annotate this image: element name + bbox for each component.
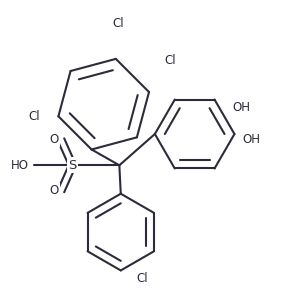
- Text: O: O: [49, 133, 59, 146]
- Text: S: S: [68, 159, 77, 172]
- Text: HO: HO: [10, 159, 28, 172]
- Text: Cl: Cl: [28, 110, 40, 124]
- Text: Cl: Cl: [112, 17, 124, 30]
- Text: Cl: Cl: [165, 54, 176, 66]
- Text: OH: OH: [232, 101, 251, 113]
- Text: O: O: [49, 184, 59, 197]
- Text: Cl: Cl: [136, 272, 148, 285]
- Text: OH: OH: [243, 133, 261, 146]
